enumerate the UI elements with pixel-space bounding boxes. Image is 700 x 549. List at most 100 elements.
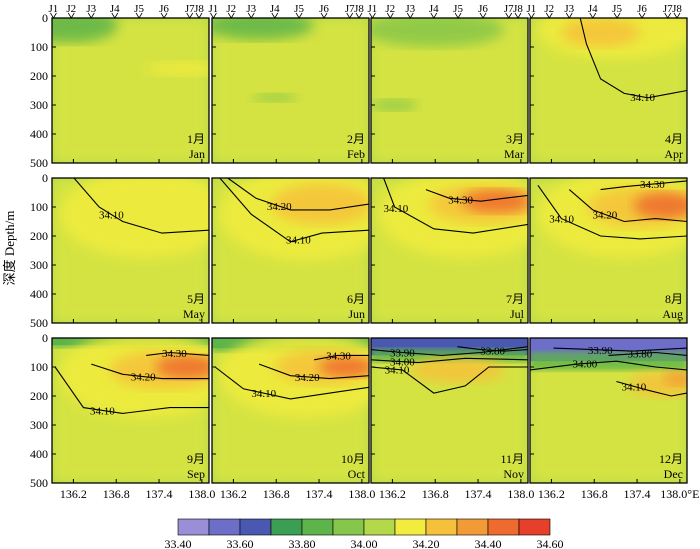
station-marker <box>355 12 363 19</box>
station-marker <box>210 12 217 19</box>
colorbar-swatch <box>301 518 334 536</box>
station-marker <box>613 12 621 19</box>
y-tick-label: 200 <box>30 69 48 83</box>
station-marker <box>514 12 522 19</box>
station-marker <box>195 12 203 19</box>
colorbar-swatch <box>425 518 458 536</box>
salinity-blob <box>146 61 209 76</box>
colorbar: 33.40 33.60 33.80 34.00 34.20 34.40 34.60 <box>165 518 564 549</box>
contour-label: 34.20 <box>267 201 292 213</box>
station-marker <box>664 12 672 19</box>
station-marker <box>111 12 119 19</box>
station-marker <box>430 12 438 19</box>
contour-label: 34.10 <box>549 214 574 226</box>
panel-month-cn: 2月 <box>347 132 365 146</box>
station-marker <box>369 12 376 19</box>
station-marker <box>135 12 143 19</box>
station-label: J5 <box>294 3 304 15</box>
contour-line <box>313 354 369 361</box>
station-label: J6 <box>159 3 169 15</box>
salinity-blob <box>59 178 209 258</box>
contour-line <box>54 366 209 414</box>
station-marker <box>528 12 535 19</box>
contour-line <box>600 180 687 191</box>
contour-label: 34.10 <box>630 92 655 104</box>
y-tick-label: 100 <box>30 40 48 54</box>
station-marker <box>386 12 394 19</box>
station-label: J8 <box>194 3 204 15</box>
station-label: J5 <box>453 3 463 15</box>
x-tick-label: 137.4 <box>306 487 333 501</box>
station-marker <box>50 12 57 19</box>
contour-line <box>227 178 369 211</box>
station-marker <box>406 12 414 19</box>
y-tick-label: 300 <box>30 418 48 432</box>
salinity-blob <box>212 18 315 40</box>
y-tick-label: 0 <box>42 171 48 185</box>
panel-frame <box>370 177 529 324</box>
contour-label: 34.20 <box>592 209 617 221</box>
contour-label: 34.30 <box>448 194 473 206</box>
contour-label: 34.30 <box>326 350 351 362</box>
station-label: J8 <box>354 3 364 15</box>
station-marker <box>227 12 235 19</box>
x-tick-label: 136.2 <box>379 487 406 501</box>
colorbar-swatch <box>363 518 396 536</box>
station-label: J3 <box>564 3 574 15</box>
contour-line <box>383 178 528 234</box>
colorbar-swatch <box>518 518 551 536</box>
panel-frame <box>51 17 210 164</box>
y-tick-label: 500 <box>30 156 48 170</box>
contour-label: 34.10 <box>251 388 276 400</box>
station-marker <box>673 12 681 19</box>
panel-frame <box>529 337 688 484</box>
contour-line <box>91 363 209 380</box>
panel-month-cn: 12月 <box>659 452 683 466</box>
contour-line <box>568 189 687 223</box>
panel-frame <box>529 177 688 324</box>
station-marker <box>271 12 279 19</box>
contour-label: 34.10 <box>99 210 124 222</box>
y-tick-label: 400 <box>30 127 48 141</box>
colorbar-tick-label: 33.80 <box>289 537 316 549</box>
station-marker <box>295 12 303 19</box>
contour-line <box>371 366 528 394</box>
panel-frame <box>51 177 210 324</box>
x-tick-label: 136.2 <box>220 487 247 501</box>
y-tick-label: 300 <box>30 98 48 112</box>
station-label: J1 <box>527 3 537 15</box>
station-label: J4 <box>429 3 439 15</box>
y-tick-label: 400 <box>30 287 48 301</box>
station-marker <box>160 12 168 19</box>
panel-frame <box>529 17 688 164</box>
colorbar-tick-label: 34.40 <box>475 537 502 549</box>
y-tick-label: 500 <box>30 476 48 490</box>
panel-month-cn: 11月 <box>500 452 524 466</box>
station-label: J3 <box>86 3 96 15</box>
panel-month-cn: 9月 <box>187 452 205 466</box>
station-label: J1 <box>49 3 59 15</box>
contour-line <box>214 366 369 400</box>
station-label: J1 <box>368 3 378 15</box>
colorbar-tick-label: 34.00 <box>351 537 378 549</box>
y-tick-label: 0 <box>42 11 48 25</box>
panel-month-en: Sep <box>187 467 205 481</box>
panel-month-en: Jun <box>348 307 365 321</box>
x-tick-label: 138.0 <box>188 487 215 501</box>
colorbar-swatch <box>487 518 520 536</box>
salinity-blob <box>561 18 640 47</box>
panel-month-en: Dec <box>664 467 683 481</box>
colorbar-swatch <box>332 518 365 536</box>
station-label: J4 <box>588 3 598 15</box>
salinity-blob <box>155 355 209 379</box>
colorbar-swatch <box>270 518 303 536</box>
x-tick-label: 136.8 <box>581 487 608 501</box>
colorbar-tick-label: 34.60 <box>537 537 564 549</box>
y-tick-label: 100 <box>30 360 48 374</box>
